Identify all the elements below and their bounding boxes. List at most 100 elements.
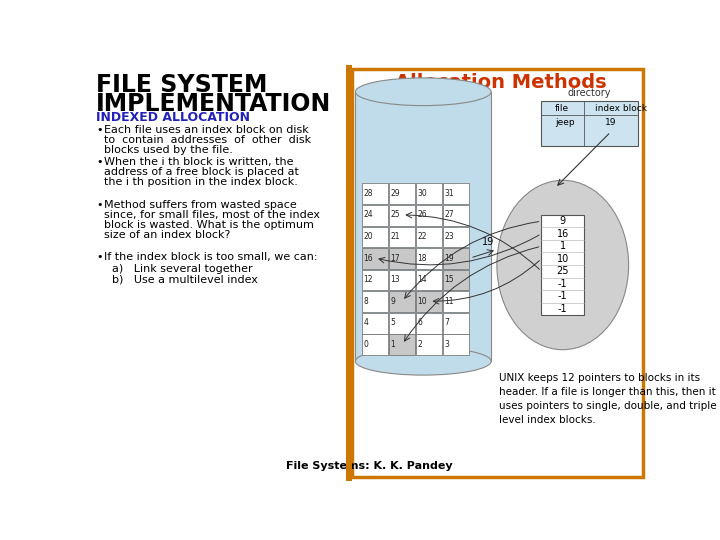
Text: blocks used by the file.: blocks used by the file.	[104, 145, 233, 155]
Bar	[443, 226, 469, 247]
Text: 13: 13	[390, 275, 400, 284]
Bar	[443, 205, 469, 226]
Text: •: •	[96, 157, 103, 167]
Text: 9: 9	[559, 216, 566, 226]
Bar	[361, 269, 388, 291]
Text: INDEXED ALLOCATION: INDEXED ALLOCATION	[96, 111, 251, 124]
Bar	[416, 291, 442, 312]
Text: When the i th block is written, the: When the i th block is written, the	[104, 157, 294, 167]
Text: 16: 16	[363, 254, 373, 262]
Text: Allocation Methods: Allocation Methods	[395, 72, 606, 91]
Bar	[443, 269, 469, 291]
Bar	[443, 313, 469, 334]
Bar	[389, 248, 415, 269]
Text: 11: 11	[444, 296, 454, 306]
Text: since, for small files, most of the index: since, for small files, most of the inde…	[104, 210, 320, 220]
Bar	[361, 226, 388, 247]
Bar	[416, 184, 442, 204]
Text: 3: 3	[444, 340, 449, 349]
Text: 31: 31	[444, 189, 454, 198]
Bar	[416, 269, 442, 291]
Text: 22: 22	[418, 232, 427, 241]
Text: 9: 9	[390, 296, 395, 306]
Bar	[346, 65, 352, 481]
Text: the i th position in the index block.: the i th position in the index block.	[104, 177, 298, 187]
Text: •: •	[96, 252, 103, 262]
Text: -1: -1	[558, 291, 567, 301]
Text: UNIX keeps 12 pointers to blocks in its
header. If a file is longer than this, t: UNIX keeps 12 pointers to blocks in its …	[499, 373, 717, 425]
Text: b)   Use a multilevel index: b) Use a multilevel index	[112, 274, 258, 284]
Text: 5: 5	[390, 318, 395, 327]
Text: 1: 1	[390, 340, 395, 349]
Text: 30: 30	[418, 189, 427, 198]
Text: -1: -1	[558, 304, 567, 314]
Text: 24: 24	[363, 211, 373, 219]
Text: address of a free block is placed at: address of a free block is placed at	[104, 167, 299, 177]
Text: 16: 16	[557, 229, 569, 239]
Text: 10: 10	[557, 254, 569, 264]
Text: •: •	[96, 125, 103, 135]
Text: 1: 1	[559, 241, 566, 251]
Ellipse shape	[356, 78, 491, 106]
Text: 23: 23	[444, 232, 454, 241]
Text: 10: 10	[418, 296, 427, 306]
Bar	[443, 334, 469, 355]
Bar	[361, 248, 388, 269]
Text: -1: -1	[558, 279, 567, 289]
Text: 29: 29	[390, 189, 400, 198]
Text: 25: 25	[557, 266, 569, 276]
Text: 14: 14	[418, 275, 427, 284]
Bar	[389, 205, 415, 226]
Text: File Systems: K. K. Pandey: File Systems: K. K. Pandey	[286, 461, 452, 471]
Bar	[361, 313, 388, 334]
Bar	[443, 184, 469, 204]
Text: 2: 2	[418, 340, 422, 349]
Text: to  contain  addresses  of  other  disk: to contain addresses of other disk	[104, 135, 311, 145]
Text: 20: 20	[363, 232, 373, 241]
Text: 6: 6	[418, 318, 423, 327]
Text: Method suffers from wasted space: Method suffers from wasted space	[104, 200, 297, 210]
Bar	[356, 92, 491, 361]
Text: 0: 0	[363, 340, 368, 349]
Bar	[389, 334, 415, 355]
Text: jeep: jeep	[555, 118, 575, 127]
Text: 12: 12	[363, 275, 373, 284]
Bar	[541, 215, 584, 315]
Bar	[389, 226, 415, 247]
Ellipse shape	[497, 180, 629, 350]
Text: 21: 21	[390, 232, 400, 241]
Bar	[361, 184, 388, 204]
Text: file: file	[555, 104, 569, 113]
Text: index block: index block	[595, 104, 647, 113]
Bar	[389, 269, 415, 291]
Text: IMPLEMENTATION: IMPLEMENTATION	[96, 92, 331, 116]
Text: 19: 19	[482, 237, 494, 247]
Bar	[416, 248, 442, 269]
Text: 19: 19	[444, 254, 454, 262]
Text: Each file uses an index block on disk: Each file uses an index block on disk	[104, 125, 309, 135]
Bar	[541, 101, 638, 146]
Bar	[416, 334, 442, 355]
Text: 7: 7	[444, 318, 449, 327]
Text: directory: directory	[568, 88, 611, 98]
Bar	[361, 205, 388, 226]
Text: size of an index block?: size of an index block?	[104, 230, 230, 240]
Text: 27: 27	[444, 211, 454, 219]
Text: 18: 18	[418, 254, 427, 262]
Bar	[443, 291, 469, 312]
Bar	[361, 334, 388, 355]
Text: a)   Link several together: a) Link several together	[112, 264, 252, 274]
Text: 17: 17	[390, 254, 400, 262]
Text: •: •	[96, 200, 103, 210]
Text: 28: 28	[363, 189, 373, 198]
Bar	[416, 226, 442, 247]
Text: If the index block is too small, we can:: If the index block is too small, we can:	[104, 252, 318, 262]
Text: 4: 4	[363, 318, 368, 327]
Text: 8: 8	[363, 296, 368, 306]
Bar	[389, 184, 415, 204]
Text: block is wasted. What is the optimum: block is wasted. What is the optimum	[104, 220, 314, 229]
Ellipse shape	[356, 347, 491, 375]
Text: 19: 19	[605, 118, 616, 127]
Bar	[443, 248, 469, 269]
Bar	[416, 313, 442, 334]
